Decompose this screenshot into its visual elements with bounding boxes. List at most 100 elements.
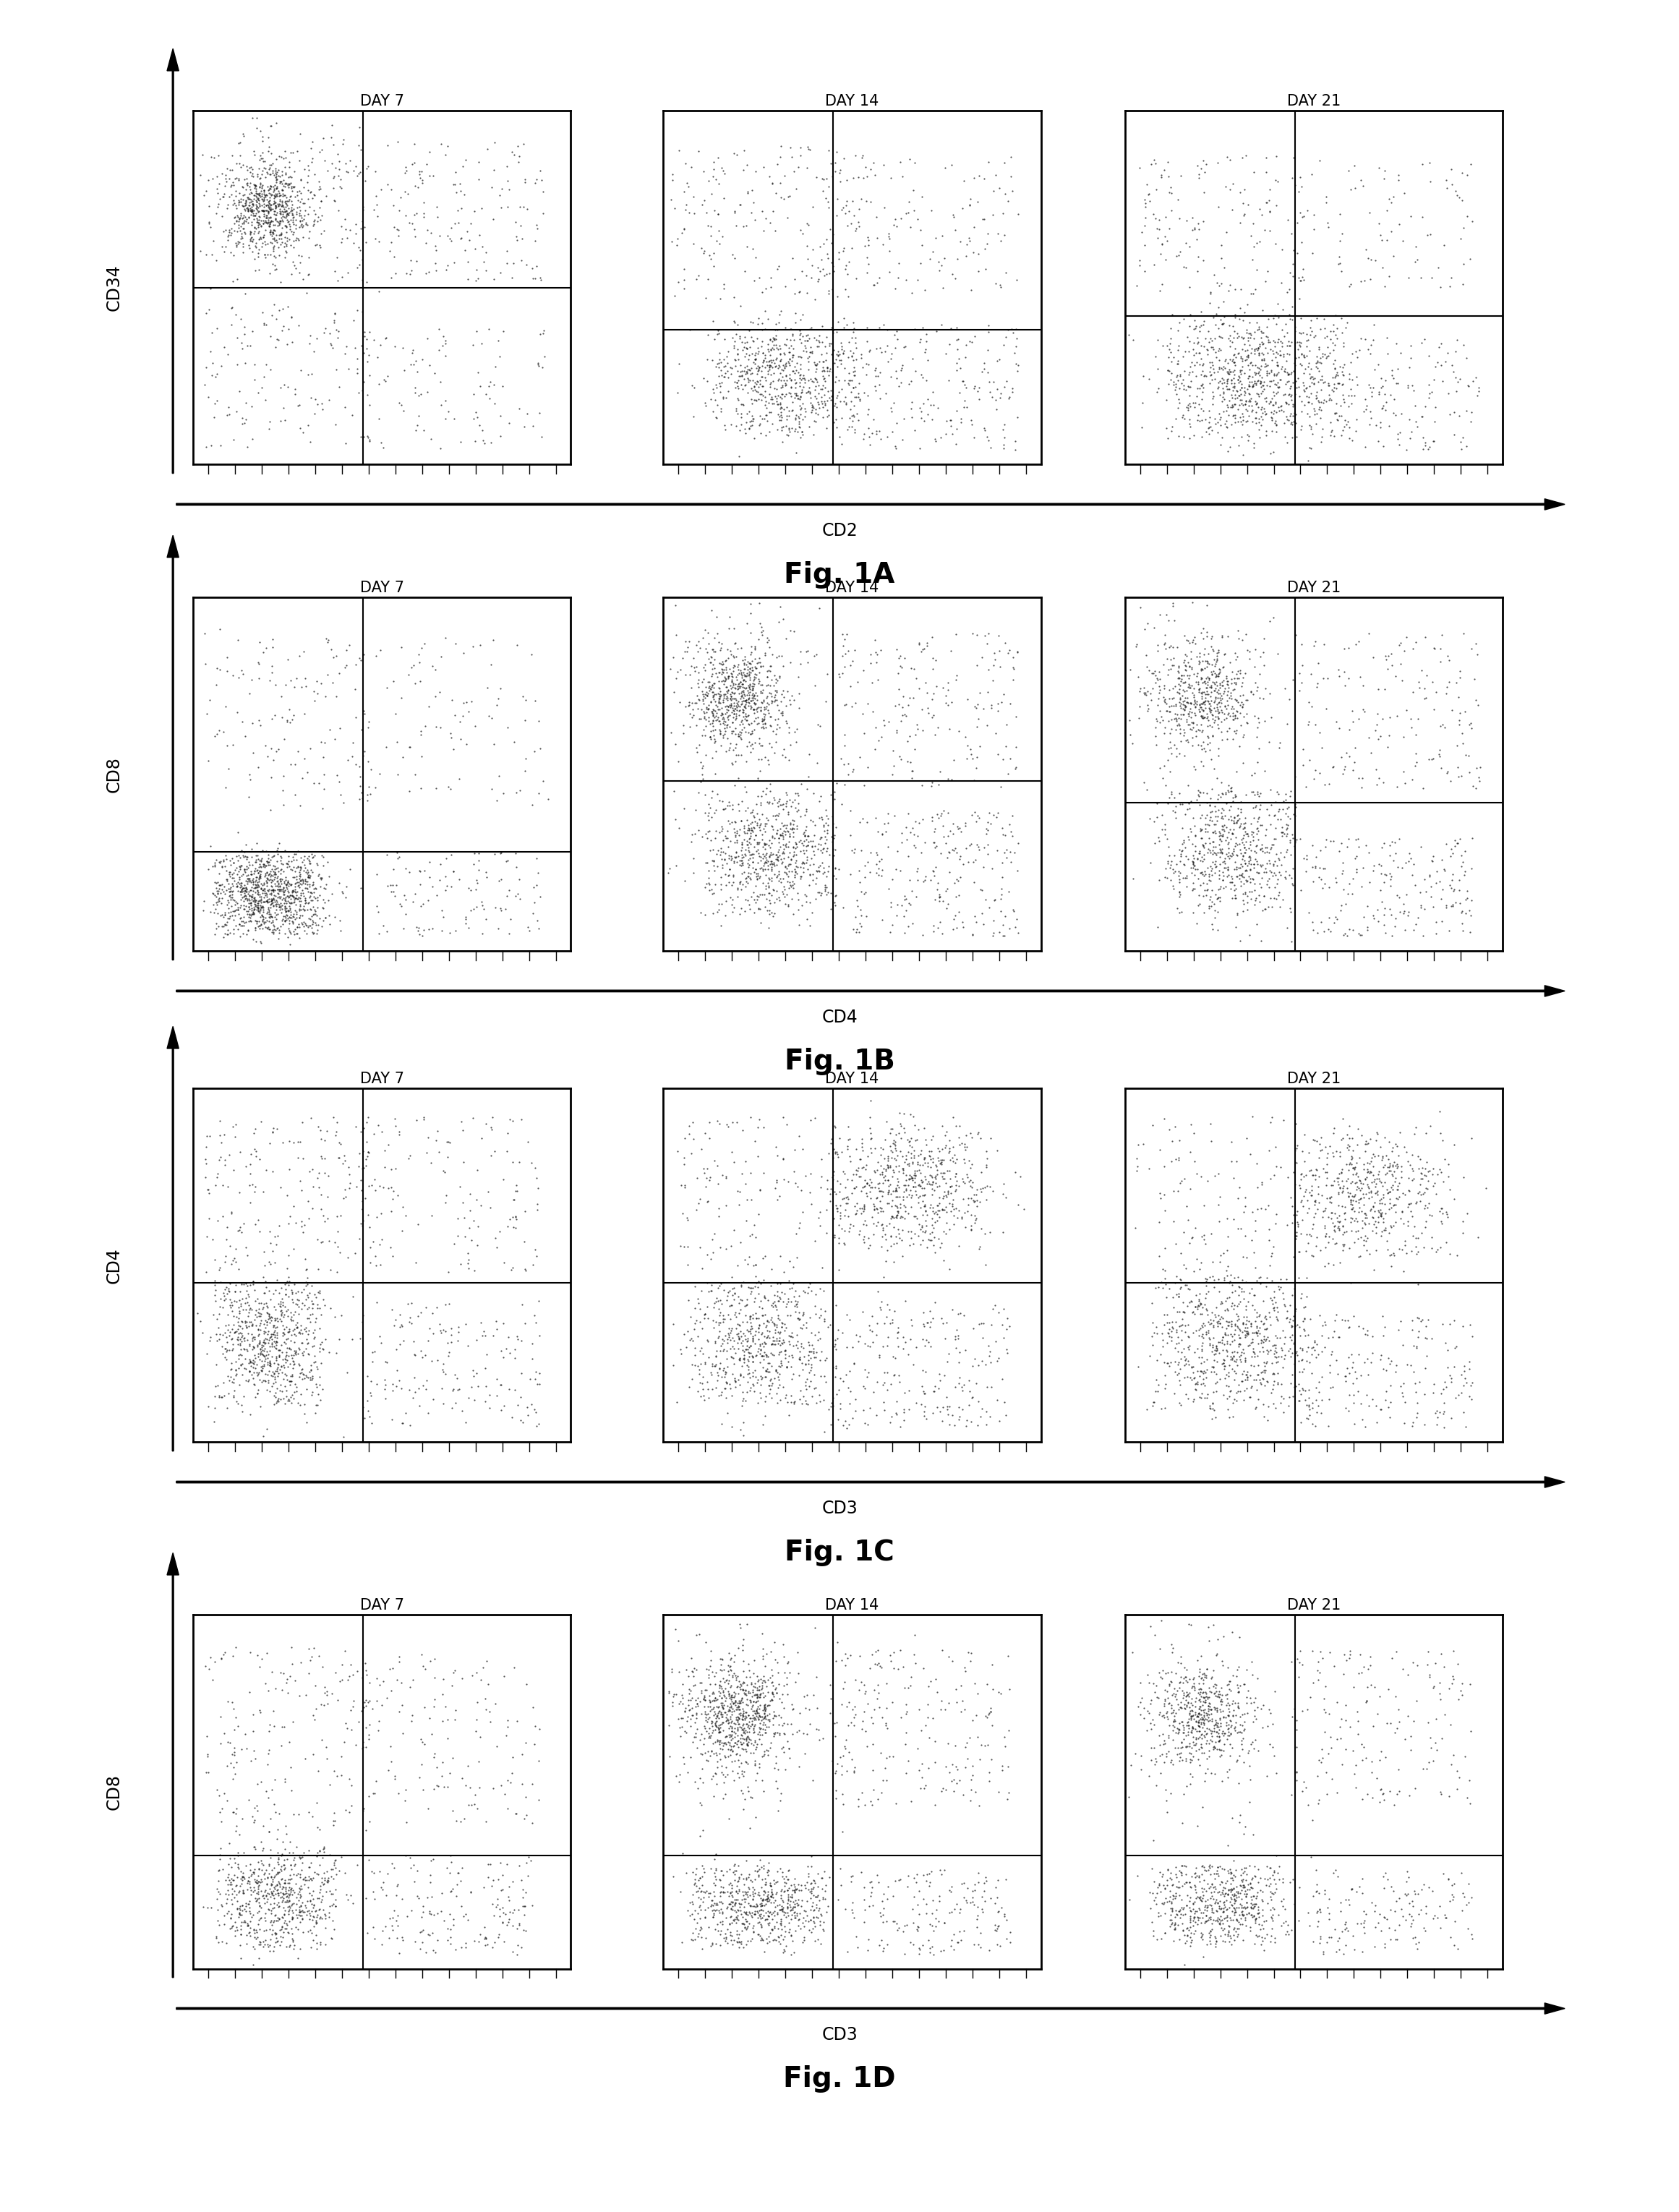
Point bbox=[408, 155, 435, 190]
Point bbox=[1140, 1882, 1167, 1918]
Point bbox=[437, 1856, 463, 1891]
Point bbox=[754, 1736, 781, 1772]
Point bbox=[1234, 891, 1261, 927]
Point bbox=[1222, 330, 1249, 365]
Point bbox=[782, 365, 809, 400]
Point bbox=[1224, 790, 1251, 825]
Point bbox=[1187, 686, 1214, 721]
Point bbox=[1169, 1730, 1195, 1765]
Point bbox=[1217, 1927, 1244, 1962]
Point bbox=[1224, 639, 1251, 675]
Point bbox=[866, 261, 893, 296]
Point bbox=[887, 1201, 913, 1237]
Point bbox=[1261, 799, 1288, 834]
Point bbox=[739, 666, 766, 701]
Point bbox=[734, 332, 761, 367]
Point bbox=[1375, 1150, 1402, 1186]
Point bbox=[1182, 752, 1209, 787]
Point bbox=[806, 319, 833, 354]
Point bbox=[222, 1905, 248, 1940]
Point bbox=[1160, 1701, 1187, 1736]
Point bbox=[789, 887, 816, 922]
Point bbox=[1305, 392, 1331, 427]
Point bbox=[1222, 825, 1249, 860]
Point bbox=[932, 1130, 959, 1166]
Point bbox=[272, 1294, 299, 1329]
Point bbox=[1451, 1159, 1478, 1194]
Point bbox=[678, 1681, 705, 1717]
Point bbox=[1241, 818, 1268, 854]
Point bbox=[875, 1139, 902, 1175]
Point bbox=[1194, 867, 1221, 902]
Point bbox=[227, 841, 254, 876]
Point bbox=[329, 259, 356, 294]
Point bbox=[1152, 807, 1179, 843]
Point bbox=[354, 783, 381, 818]
Point bbox=[311, 1867, 337, 1902]
Point bbox=[262, 856, 289, 891]
Point bbox=[725, 1674, 752, 1710]
Point bbox=[782, 1896, 809, 1931]
Point bbox=[1425, 1666, 1452, 1701]
Point bbox=[1204, 1874, 1231, 1909]
Point bbox=[259, 246, 285, 281]
Point bbox=[1385, 821, 1412, 856]
Point bbox=[742, 201, 769, 237]
Point bbox=[329, 1420, 356, 1455]
Point bbox=[1200, 814, 1227, 849]
Point bbox=[265, 1385, 292, 1420]
Point bbox=[285, 1336, 312, 1371]
Point bbox=[247, 166, 274, 201]
Point bbox=[257, 1905, 284, 1940]
Point bbox=[826, 385, 853, 420]
Point bbox=[1224, 1374, 1251, 1409]
Point bbox=[702, 721, 729, 757]
Point bbox=[1221, 314, 1247, 349]
Point bbox=[254, 188, 280, 223]
Point bbox=[1165, 648, 1192, 684]
Point bbox=[1281, 325, 1308, 361]
Point bbox=[888, 1223, 915, 1259]
Point bbox=[1170, 714, 1197, 750]
Point bbox=[984, 1911, 1011, 1947]
Point bbox=[1242, 1294, 1269, 1329]
Point bbox=[259, 905, 285, 940]
Point bbox=[821, 144, 848, 179]
Point bbox=[1380, 361, 1407, 396]
Point bbox=[762, 383, 789, 418]
Point bbox=[752, 349, 779, 385]
Point bbox=[1148, 1391, 1175, 1427]
Point bbox=[222, 188, 248, 223]
Point bbox=[247, 907, 274, 942]
Point bbox=[1004, 854, 1031, 889]
Point bbox=[213, 874, 240, 909]
Point bbox=[781, 1936, 808, 1971]
Point bbox=[1192, 400, 1219, 436]
Point bbox=[762, 175, 789, 210]
Point bbox=[782, 436, 809, 471]
Point bbox=[1167, 690, 1194, 726]
Point bbox=[1447, 653, 1474, 688]
Point bbox=[1298, 157, 1325, 192]
Point bbox=[212, 907, 238, 942]
Point bbox=[292, 865, 319, 900]
Point bbox=[798, 841, 824, 876]
Point bbox=[272, 1340, 299, 1376]
Point bbox=[1212, 1882, 1239, 1918]
Point bbox=[1180, 849, 1207, 885]
Point bbox=[279, 192, 306, 228]
Point bbox=[685, 655, 712, 690]
Point bbox=[779, 139, 806, 175]
Point bbox=[779, 338, 806, 374]
Point bbox=[677, 1708, 704, 1743]
Point bbox=[321, 305, 348, 341]
Point bbox=[727, 1314, 754, 1349]
Point bbox=[868, 420, 895, 456]
Point bbox=[327, 776, 354, 812]
Point bbox=[1318, 372, 1345, 407]
Point bbox=[984, 1863, 1011, 1898]
Point bbox=[749, 305, 776, 341]
Point bbox=[779, 241, 806, 276]
Point bbox=[737, 1369, 764, 1405]
Point bbox=[712, 1670, 739, 1705]
